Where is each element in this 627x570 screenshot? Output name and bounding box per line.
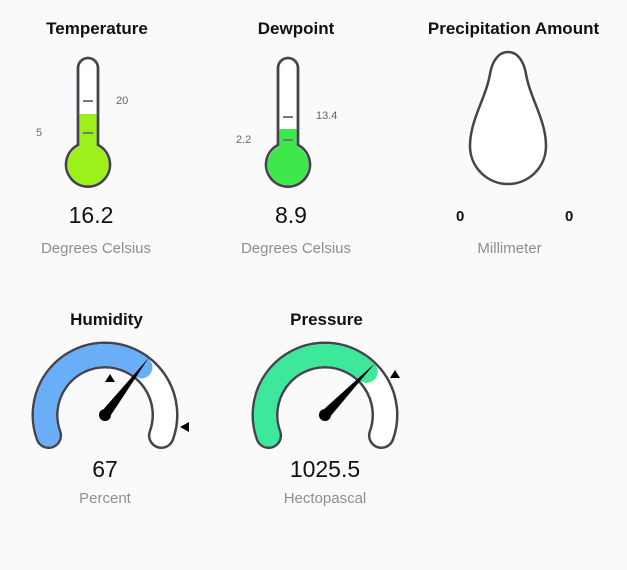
humidity-needle [101,357,149,419]
temperature-value: 16.2 [68,202,114,228]
thermometer-icon [64,56,112,188]
precipitation-title: Precipitation Amount [427,19,600,38]
raindrop-icon [468,50,548,186]
thermometer-icon [264,56,312,188]
precipitation-widget: Precipitation Amount 0 0 Millimeter [400,0,627,270]
temperature-tick-high-label: 20 [116,95,129,107]
humidity-gauge [31,341,189,450]
pressure-title: Pressure [290,310,363,329]
dewpoint-widget: Dewpoint 13.4 2.2 8.9 Degrees Celsius [200,0,400,270]
humidity-title: Humidity [70,310,143,329]
humidity-marker-high [180,422,189,432]
precipitation-unit: Millimeter [477,240,542,257]
humidity-unit: Percent [79,490,131,507]
pressure-widget: Pressure 1025.5 Hectopascal [220,300,430,530]
dewpoint-value: 8.9 [275,202,307,228]
precipitation-min-label: 0 [456,208,465,225]
pressure-gauge-fill [254,344,378,447]
temperature-tick-low-label: 5 [36,127,43,139]
pressure-value: 1025.5 [289,456,361,482]
dewpoint-tick-low-label: 2.2 [236,134,252,146]
pressure-marker [390,370,400,378]
dewpoint-title: Dewpoint [257,19,335,38]
temperature-unit: Degrees Celsius [40,240,152,257]
pressure-gauge [251,341,400,450]
dewpoint-unit: Degrees Celsius [240,240,352,257]
pressure-needle [321,363,376,419]
humidity-needle-hub [99,409,111,421]
humidity-gauge-fill [34,344,153,447]
humidity-widget: Humidity 67 Percent [0,300,210,530]
dewpoint-tick-high-label: 13.4 [316,110,338,122]
temperature-fill [67,114,109,186]
temperature-widget: Temperature 20 5 16.2 Degrees Celsius [0,0,200,270]
dewpoint-fill [267,129,309,186]
pressure-unit: Hectopascal [283,490,367,507]
humidity-value: 67 [92,456,118,482]
temperature-title: Temperature [46,19,148,38]
humidity-marker-low [105,374,115,382]
pressure-needle-hub [319,409,331,421]
precipitation-max-label: 0 [565,208,574,225]
